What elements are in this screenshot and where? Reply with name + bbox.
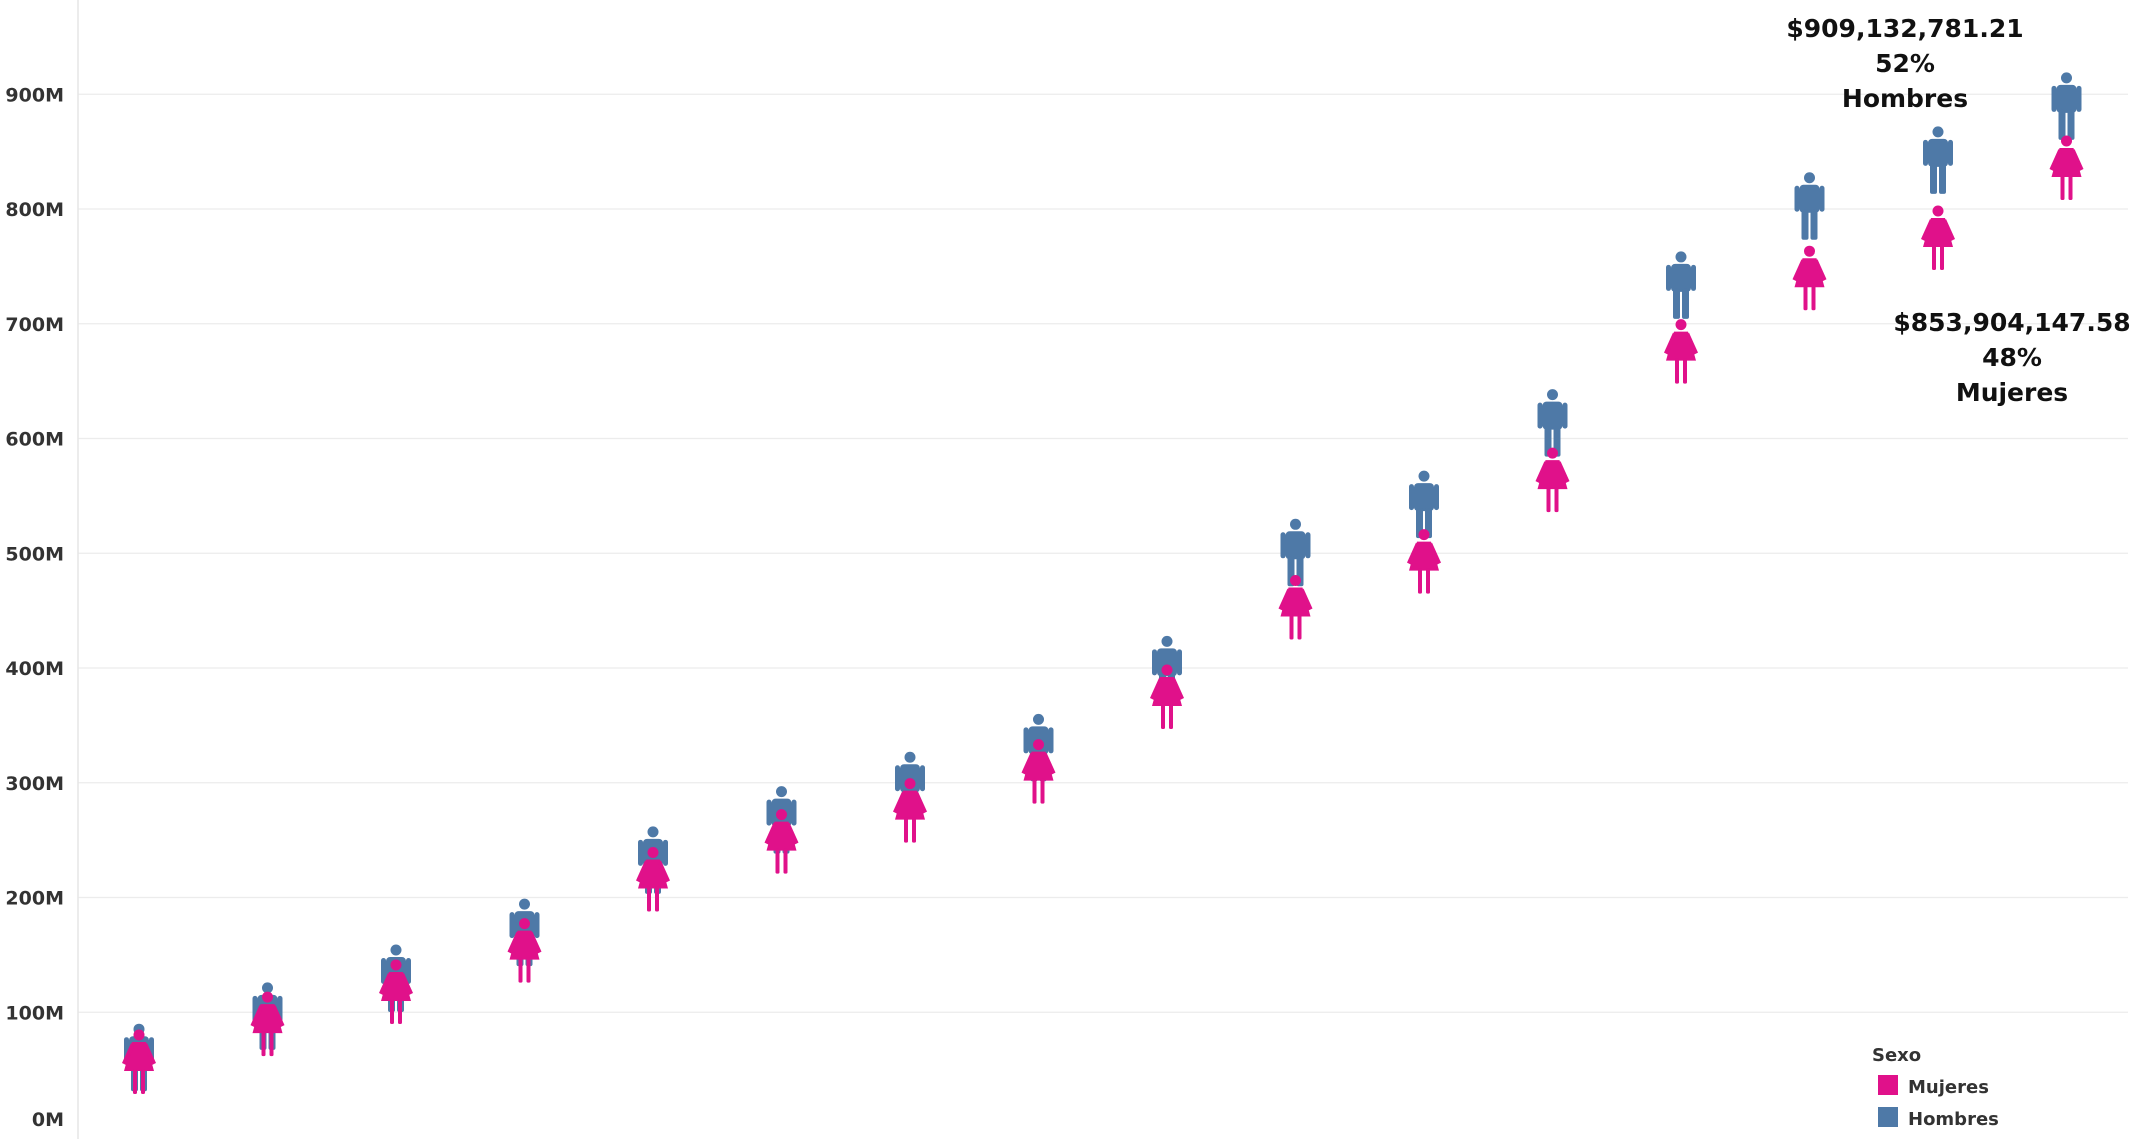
- data-point-mujeres-woman-icon: [1278, 575, 1313, 640]
- data-point-mujeres-woman-icon: [893, 778, 927, 843]
- data-point-mujeres-woman-icon: [250, 991, 285, 1057]
- y-tick-label: 900M: [5, 84, 64, 106]
- data-point-hombres-man-icon: [1666, 251, 1696, 319]
- data-point-mujeres-woman-icon: [507, 918, 542, 983]
- data-point-mujeres-woman-icon: [1407, 529, 1441, 594]
- y-axis-ticks: 0M 100M 200M 300M 400M 500M 600M 700M 800M 900M: [5, 84, 64, 1131]
- data-point-mujeres-woman-icon: [1021, 739, 1056, 804]
- annotation-mujeres-percent: 48%: [1982, 343, 2042, 372]
- y-tick-label: 200M: [5, 888, 64, 910]
- data-point-mujeres-woman-icon: [636, 846, 670, 912]
- y-tick-label: 400M: [5, 658, 64, 680]
- y-tick-label: 300M: [5, 773, 64, 795]
- legend: Sexo Mujeres Hombres: [1872, 1045, 1999, 1130]
- legend-title: Sexo: [1872, 1045, 1921, 1066]
- data-marks: [122, 72, 2084, 1094]
- annotation-hombres-percent: 52%: [1875, 49, 1935, 78]
- annotation-hombres: $909,132,781.21 52% Hombres: [1786, 14, 2023, 113]
- y-tick-label: 500M: [5, 543, 64, 565]
- y-tick-label: 0M: [32, 1109, 64, 1131]
- legend-swatch-hombres: [1878, 1107, 1898, 1127]
- legend-label-hombres: Hombres: [1908, 1109, 1999, 1130]
- annotation-mujeres-label: Mujeres: [1956, 378, 2068, 407]
- data-point-mujeres-woman-icon: [1150, 664, 1184, 730]
- data-point-mujeres-woman-icon: [379, 959, 413, 1024]
- legend-label-mujeres: Mujeres: [1908, 1077, 1989, 1098]
- data-point-mujeres-woman-icon: [2049, 135, 2084, 201]
- data-point-hombres-man-icon: [1537, 389, 1568, 457]
- data-point-hombres-man-icon: [1923, 126, 1953, 194]
- y-tick-label: 800M: [5, 199, 64, 221]
- data-point-hombres-man-icon: [1409, 470, 1439, 539]
- y-tick-label: 100M: [5, 1002, 64, 1024]
- data-point-mujeres-woman-icon: [1664, 319, 1698, 384]
- annotation-mujeres: $853,904,147.58 48% Mujeres: [1893, 308, 2130, 407]
- data-point-mujeres-woman-icon: [764, 809, 799, 874]
- data-point-hombres-man-icon: [1794, 172, 1825, 240]
- data-point-hombres-man-icon: [2051, 72, 2082, 140]
- legend-swatch-mujeres: [1878, 1075, 1898, 1095]
- data-point-mujeres-woman-icon: [1921, 205, 1955, 271]
- y-tick-label: 700M: [5, 314, 64, 336]
- annotation-hombres-label: Hombres: [1842, 84, 1968, 113]
- annotation-hombres-amount: $909,132,781.21: [1786, 14, 2023, 43]
- gridlines: [78, 93, 2128, 1013]
- annotation-mujeres-amount: $853,904,147.58: [1893, 308, 2130, 337]
- data-point-mujeres-woman-icon: [1792, 245, 1827, 311]
- y-tick-label: 600M: [5, 429, 64, 451]
- data-point-mujeres-woman-icon: [122, 1029, 156, 1094]
- data-point-mujeres-woman-icon: [1535, 447, 1570, 513]
